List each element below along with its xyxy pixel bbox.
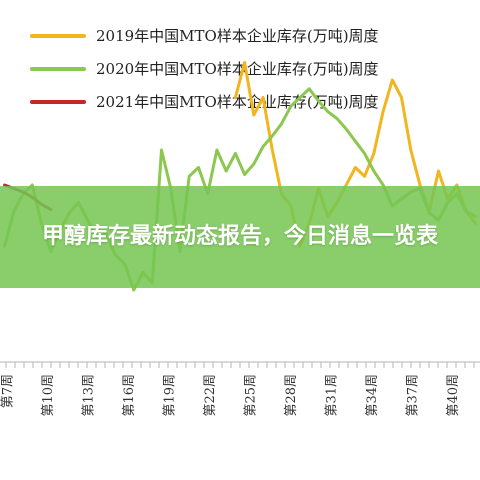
x-tick-label: 第37周 <box>406 374 421 417</box>
x-tick-label: 第7周 <box>1 374 16 408</box>
x-tick-label: 第25周 <box>244 374 259 417</box>
x-tick-label: 第34周 <box>365 374 380 417</box>
x-tick-label: 第31周 <box>325 374 340 417</box>
legend-label-1: 2019年中国MTO样本企业库存(万吨)周度 <box>96 27 379 45</box>
headline-banner: 甲醇库存最新动态报告，今日消息一览表 <box>0 186 480 288</box>
x-tick-label: 第22周 <box>203 374 218 417</box>
x-axis-ticks: 第7周 第10周 第13周 第16周 第19周 第22周 第25周 第28周 第31周 第34周 第… <box>1 362 475 417</box>
x-tick-label: 第28周 <box>284 374 299 417</box>
banner-title: 甲醇库存最新动态报告，今日消息一览表 <box>41 224 438 249</box>
series-line-1 <box>233 61 477 248</box>
legend-label-2: 2020年中国MTO样本企业库存(万吨)周度 <box>96 60 379 78</box>
x-tick-label: 第16周 <box>122 374 137 417</box>
x-tick-label: 第19周 <box>163 374 178 417</box>
x-tick-label: 第13周 <box>82 374 97 417</box>
legend-label-3: 2021年中国MTO样本企业库存(万吨)周度 <box>96 93 379 111</box>
chart-legend: 2019年中国MTO样本企业库存(万吨)周度 2020年中国MTO样本企业库存(万… <box>30 27 379 111</box>
x-tick-label: 第10周 <box>41 374 56 417</box>
x-tick-label: 第40周 <box>446 374 461 417</box>
